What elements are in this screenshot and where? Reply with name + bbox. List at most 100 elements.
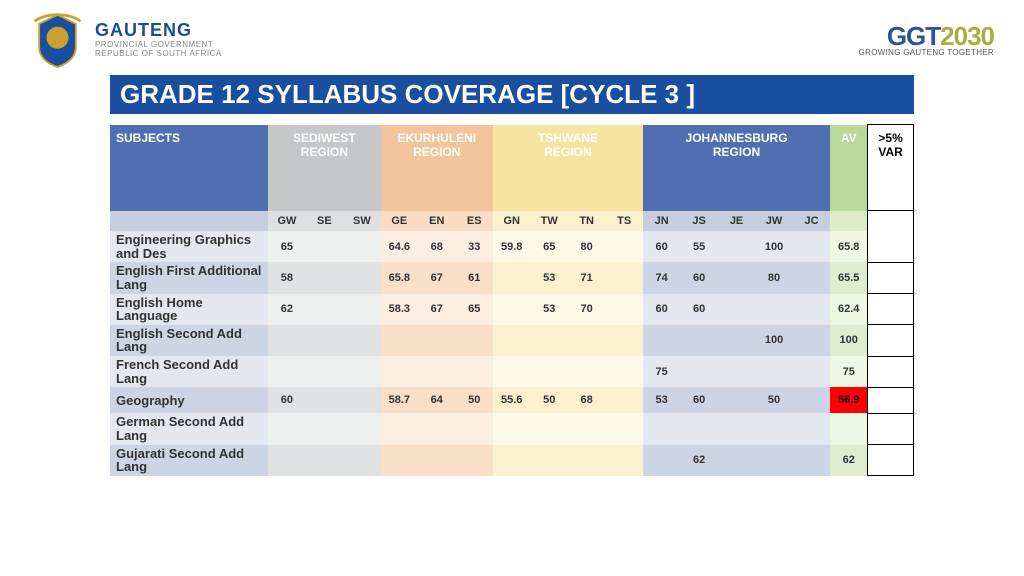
data-cell <box>418 325 455 356</box>
data-cell <box>343 356 380 387</box>
data-cell <box>793 231 830 262</box>
data-cell <box>530 413 567 444</box>
data-cell <box>381 325 418 356</box>
data-cell: 67 <box>418 294 455 325</box>
table-row: German Second Add Lang <box>110 413 914 444</box>
data-cell <box>493 445 530 476</box>
data-cell: 65 <box>268 231 305 262</box>
table-row: French Second Add Lang7575 <box>110 356 914 387</box>
header-var: >5% VAR <box>868 125 914 211</box>
subheader-TW: TW <box>530 211 567 232</box>
data-cell <box>718 413 755 444</box>
data-cell <box>268 413 305 444</box>
av-cell: 62.4 <box>830 294 867 325</box>
subheader-JE: JE <box>718 211 755 232</box>
data-cell <box>343 387 380 413</box>
data-cell <box>793 262 830 293</box>
data-cell <box>718 231 755 262</box>
tagline: GROWING GAUTENG TOGETHER <box>859 49 994 57</box>
data-cell: 50 <box>755 387 792 413</box>
data-cell <box>643 325 680 356</box>
data-cell: 64 <box>418 387 455 413</box>
data-cell: 50 <box>456 387 493 413</box>
data-cell <box>343 294 380 325</box>
subheader-SW: SW <box>343 211 380 232</box>
table-row: Engineering Graphics and Des6564.6683359… <box>110 231 914 262</box>
data-cell <box>418 413 455 444</box>
subheader-EN: EN <box>418 211 455 232</box>
data-cell <box>643 445 680 476</box>
data-cell <box>568 413 605 444</box>
data-cell: 60 <box>643 294 680 325</box>
data-cell <box>680 325 717 356</box>
header-region-3: JOHANNESBURGREGION <box>643 125 830 211</box>
data-cell <box>306 325 343 356</box>
logo-left: GAUTENG PROVINCIAL GOVERNMENT REPUBLIC O… <box>30 10 222 70</box>
data-cell: 62 <box>680 445 717 476</box>
data-cell <box>381 445 418 476</box>
data-cell <box>718 262 755 293</box>
data-cell <box>755 445 792 476</box>
header-region-0: SEDIWESTREGION <box>268 125 380 211</box>
data-cell: 80 <box>568 231 605 262</box>
var-cell <box>868 262 914 293</box>
subheader-av <box>830 211 867 232</box>
data-cell <box>306 413 343 444</box>
var-cell <box>868 325 914 356</box>
data-cell: 53 <box>530 294 567 325</box>
subheader-GW: GW <box>268 211 305 232</box>
av-cell: 56.9 <box>830 387 867 413</box>
logo-left-text: GAUTENG PROVINCIAL GOVERNMENT REPUBLIC O… <box>95 21 222 58</box>
data-cell <box>343 413 380 444</box>
subheader-TN: TN <box>568 211 605 232</box>
data-cell <box>793 413 830 444</box>
data-cell: 55.6 <box>493 387 530 413</box>
data-cell <box>306 231 343 262</box>
logo-line1: GAUTENG <box>95 21 222 41</box>
subheader-TS: TS <box>605 211 642 232</box>
table-row: Gujarati Second Add Lang6262 <box>110 445 914 476</box>
data-cell <box>605 413 642 444</box>
data-cell <box>306 262 343 293</box>
av-cell: 62 <box>830 445 867 476</box>
data-cell <box>605 294 642 325</box>
data-cell: 60 <box>680 294 717 325</box>
page-title: GRADE 12 SYLLABUS COVERAGE [CYCLE 3 ] <box>110 75 914 114</box>
data-cell <box>456 413 493 444</box>
header: GAUTENG PROVINCIAL GOVERNMENT REPUBLIC O… <box>0 0 1024 75</box>
data-cell <box>605 231 642 262</box>
data-cell: 65 <box>530 231 567 262</box>
data-cell <box>493 413 530 444</box>
var-cell <box>868 445 914 476</box>
crest-icon <box>30 10 85 70</box>
data-cell: 100 <box>755 231 792 262</box>
data-cell <box>456 445 493 476</box>
data-cell: 59.8 <box>493 231 530 262</box>
data-cell: 61 <box>456 262 493 293</box>
data-cell <box>493 325 530 356</box>
data-cell <box>343 445 380 476</box>
data-cell: 100 <box>755 325 792 356</box>
var-cell <box>868 294 914 325</box>
data-cell <box>268 356 305 387</box>
subheader-GE: GE <box>381 211 418 232</box>
data-cell: 58.7 <box>381 387 418 413</box>
data-cell <box>343 231 380 262</box>
subject-cell: English Second Add Lang <box>110 325 268 356</box>
data-cell <box>680 356 717 387</box>
data-cell <box>343 325 380 356</box>
header-region-2: TSHWANEREGION <box>493 125 643 211</box>
subject-cell: Engineering Graphics and Des <box>110 231 268 262</box>
data-cell <box>493 294 530 325</box>
subheader-JW: JW <box>755 211 792 232</box>
table-row: English First Additional Lang5865.867615… <box>110 262 914 293</box>
subheader-JN: JN <box>643 211 680 232</box>
data-cell: 70 <box>568 294 605 325</box>
data-cell <box>306 445 343 476</box>
data-cell <box>493 262 530 293</box>
av-cell: 65.8 <box>830 231 867 262</box>
subject-cell: German Second Add Lang <box>110 413 268 444</box>
data-cell <box>755 413 792 444</box>
data-cell <box>530 356 567 387</box>
data-cell <box>343 262 380 293</box>
